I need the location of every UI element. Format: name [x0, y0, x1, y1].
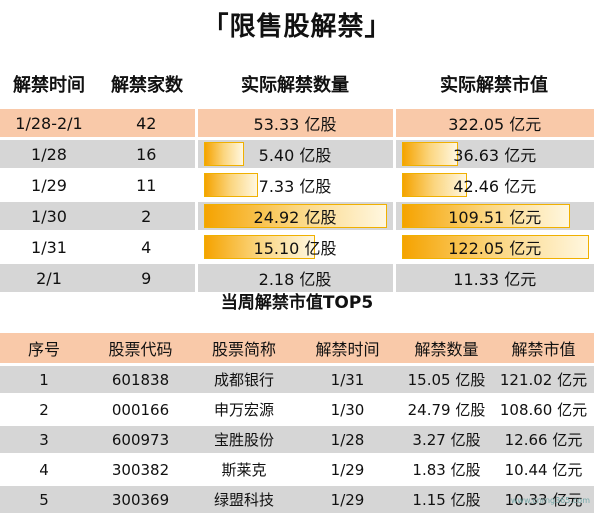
- rank-cell: 4: [0, 455, 88, 485]
- code-cell: 600973: [88, 425, 193, 455]
- qty-cell: 1.83 亿股: [400, 455, 493, 485]
- code-cell: 300382: [88, 455, 193, 485]
- summary-header-row: 解禁时间 解禁家数 实际解禁数量 实际解禁市值: [0, 62, 594, 108]
- qty-cell: 5.40 亿股: [196, 139, 394, 170]
- table-row: 3 600973 宝胜股份 1/28 3.27 亿股 12.66 亿元: [0, 425, 594, 455]
- value-value: 109.51 亿元: [448, 208, 541, 227]
- value-cell: 121.02 亿元: [493, 365, 594, 395]
- value-value: 122.05 亿元: [448, 239, 541, 258]
- value-value: 322.05 亿元: [448, 115, 541, 134]
- date-cell: 1/29: [295, 455, 400, 485]
- count-cell: 42: [98, 108, 196, 139]
- date-cell: 1/29: [0, 170, 98, 201]
- date-cell: 1/29: [295, 485, 400, 513]
- value-cell: 122.05 亿元: [394, 232, 594, 263]
- table-row: 1/29 11 7.33 亿股 42.46 亿元: [0, 170, 594, 201]
- code-cell: 300369: [88, 485, 193, 513]
- count-cell: 16: [98, 139, 196, 170]
- rank-cell: 1: [0, 365, 88, 395]
- qty-value: 7.33 亿股: [259, 177, 332, 196]
- code-cell: 601838: [88, 365, 193, 395]
- value-cell: 109.51 亿元: [394, 201, 594, 232]
- code-cell: 000166: [88, 395, 193, 425]
- date-cell: 1/30: [295, 395, 400, 425]
- value-cell: 322.05 亿元: [394, 108, 594, 139]
- name-cell: 斯莱克: [193, 455, 295, 485]
- name-cell: 绿盟科技: [193, 485, 295, 513]
- qty-value: 5.40 亿股: [259, 146, 332, 165]
- count-cell: 11: [98, 170, 196, 201]
- header-cell: 解禁时间: [0, 62, 98, 108]
- header-cell: 序号: [0, 333, 88, 365]
- count-cell: 2: [98, 201, 196, 232]
- date-cell: 1/28: [295, 425, 400, 455]
- value-value: 36.63 亿元: [453, 146, 536, 165]
- value-bar: [402, 142, 458, 166]
- header-cell: 解禁家数: [98, 62, 196, 108]
- qty-bar: [204, 173, 258, 197]
- rank-cell: 3: [0, 425, 88, 455]
- date-cell: 1/31: [0, 232, 98, 263]
- table-row: 1/28-2/1 42 53.33 亿股 322.05 亿元: [0, 108, 594, 139]
- value-value: 42.46 亿元: [453, 177, 536, 196]
- qty-value: 15.10 亿股: [254, 239, 337, 258]
- table-row: 1/28 16 5.40 亿股 36.63 亿元: [0, 139, 594, 170]
- date-cell: 1/30: [0, 201, 98, 232]
- table-row: 2 000166 申万宏源 1/30 24.79 亿股 108.60 亿元: [0, 395, 594, 425]
- header-cell: 实际解禁数量: [196, 62, 394, 108]
- qty-cell: 15.05 亿股: [400, 365, 493, 395]
- qty-value: 24.92 亿股: [254, 208, 337, 227]
- header-cell: 实际解禁市值: [394, 62, 594, 108]
- qty-cell: 24.79 亿股: [400, 395, 493, 425]
- header-cell: 股票代码: [88, 333, 193, 365]
- top5-header-row: 序号 股票代码 股票简称 解禁时间 解禁数量 解禁市值: [0, 333, 594, 365]
- name-cell: 成都银行: [193, 365, 295, 395]
- header-cell: 解禁市值: [493, 333, 594, 365]
- date-cell: 1/31: [295, 365, 400, 395]
- header-cell: 股票简称: [193, 333, 295, 365]
- top5-title: 当周解禁市值TOP5: [0, 288, 594, 313]
- value-cell: 10.44 亿元: [493, 455, 594, 485]
- date-cell: 1/28-2/1: [0, 108, 98, 139]
- header-cell: 解禁数量: [400, 333, 493, 365]
- rank-cell: 2: [0, 395, 88, 425]
- qty-cell: 24.92 亿股: [196, 201, 394, 232]
- table-row: 1 601838 成都银行 1/31 15.05 亿股 121.02 亿元: [0, 365, 594, 395]
- top5-table: 序号 股票代码 股票简称 解禁时间 解禁数量 解禁市值 1 601838 成都银…: [0, 333, 594, 513]
- qty-cell: 3.27 亿股: [400, 425, 493, 455]
- unlock-summary-table: 解禁时间 解禁家数 实际解禁数量 实际解禁市值 1/28-2/1 42 53.3…: [0, 62, 594, 292]
- watermark: www.cnrng365.com: [511, 496, 590, 505]
- table-row: 1/30 2 24.92 亿股 109.51 亿元: [0, 201, 594, 232]
- qty-bar: [204, 142, 244, 166]
- value-cell: 36.63 亿元: [394, 139, 594, 170]
- table-row: 4 300382 斯莱克 1/29 1.83 亿股 10.44 亿元: [0, 455, 594, 485]
- value-value: 11.33 亿元: [453, 270, 536, 289]
- qty-value: 2.18 亿股: [259, 270, 332, 289]
- qty-cell: 7.33 亿股: [196, 170, 394, 201]
- qty-cell: 1.15 亿股: [400, 485, 493, 513]
- table-row: 5 300369 绿盟科技 1/29 1.15 亿股 10.33 亿元: [0, 485, 594, 513]
- name-cell: 申万宏源: [193, 395, 295, 425]
- value-cell: 42.46 亿元: [394, 170, 594, 201]
- qty-value: 53.33 亿股: [254, 115, 337, 134]
- rank-cell: 5: [0, 485, 88, 513]
- name-cell: 宝胜股份: [193, 425, 295, 455]
- header-cell: 解禁时间: [295, 333, 400, 365]
- page-title: 「限售股解禁」: [0, 6, 594, 43]
- value-cell: 108.60 亿元: [493, 395, 594, 425]
- qty-cell: 15.10 亿股: [196, 232, 394, 263]
- count-cell: 4: [98, 232, 196, 263]
- qty-cell: 53.33 亿股: [196, 108, 394, 139]
- table-row: 1/31 4 15.10 亿股 122.05 亿元: [0, 232, 594, 263]
- value-cell: 12.66 亿元: [493, 425, 594, 455]
- date-cell: 1/28: [0, 139, 98, 170]
